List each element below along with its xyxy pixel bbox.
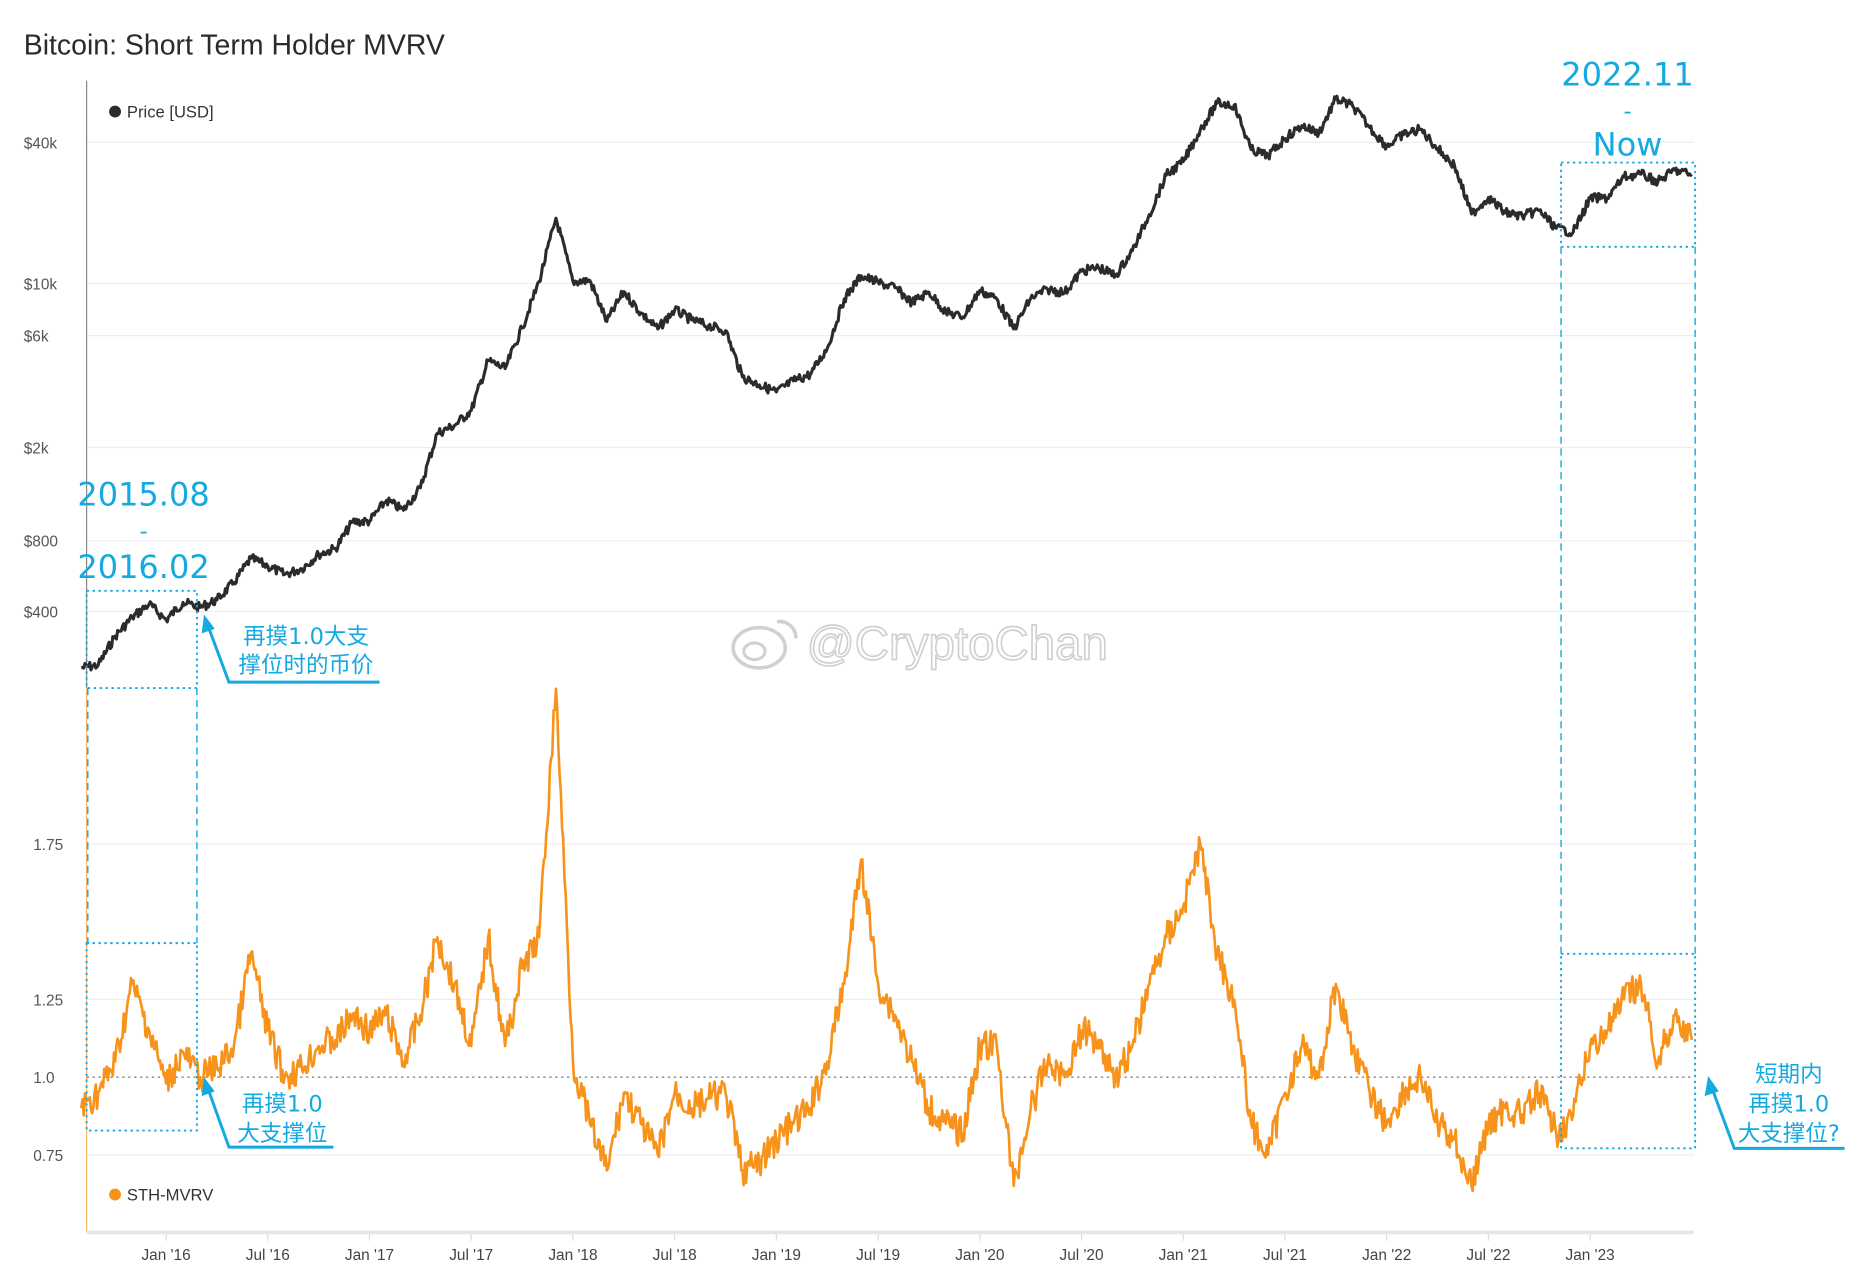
note-now-line1: 短期内 <box>1755 1062 1823 1088</box>
arrow-icon <box>205 621 380 684</box>
note-price: 再摸1.0大支 撑位时的币价 <box>201 614 380 684</box>
watermark-text: @CryptoChan <box>807 618 1108 671</box>
x-tick-label: Jul '22 <box>1466 1247 1510 1264</box>
sth-mvrv-series-line <box>79 687 1694 1193</box>
x-tick-label: Jan '20 <box>955 1247 1004 1264</box>
mvrv-y-tick-label: 1.75 <box>33 837 63 854</box>
period2-mvrv-box <box>1560 952 1697 1150</box>
x-tick-label: Jan '23 <box>1566 1247 1615 1264</box>
period1-dash: - <box>139 519 147 545</box>
note-support: 再摸1.0 大支撑位 <box>201 1077 334 1149</box>
mvrv-y-tick-label: 1.0 <box>33 1070 54 1087</box>
period2-end: Now <box>1593 125 1663 163</box>
period1-start: 2015.08 <box>77 475 209 513</box>
x-tick-label: Jul '19 <box>856 1247 900 1264</box>
x-tick-label: Jul '17 <box>449 1247 493 1264</box>
x-ticks: Jan '16 Jul '16 Jan '17 Jul '17 Jan '18 Jul '… <box>141 1233 1615 1264</box>
x-tick-label: Jan '19 <box>752 1247 801 1264</box>
period2-dash: - <box>1623 99 1631 125</box>
period1-end: 2016.02 <box>77 548 209 586</box>
mvrv-y-tick-label: 0.75 <box>33 1148 63 1165</box>
chart-title: Bitcoin: Short Term Holder MVRV <box>24 30 445 62</box>
watermark: @CryptoChan <box>731 617 1109 671</box>
mvrv-y-ticks: 1.75 1.25 1.0 0.75 <box>33 837 63 1165</box>
price-series-line <box>80 94 1693 672</box>
note-price-line1: 再摸1.0大支 <box>243 624 369 650</box>
price-y-tick-label: $6k <box>24 329 49 346</box>
x-tick-label: Jul '16 <box>246 1247 290 1264</box>
arrowhead-icon <box>201 614 215 634</box>
period2-price-box <box>1560 161 1697 248</box>
price-points <box>81 99 1692 668</box>
x-tick-label: Jul '18 <box>653 1247 697 1264</box>
x-tick-label: Jul '21 <box>1263 1247 1307 1264</box>
note-now-line3: 大支撑位? <box>1738 1121 1840 1147</box>
legend-mvrv-label: STH-MVRV <box>127 1186 213 1205</box>
x-tick-label: Jan '18 <box>548 1247 597 1264</box>
price-y-tick-label: $10k <box>24 277 58 294</box>
legend-price-label: Price [USD] <box>127 103 214 122</box>
arrow-icon <box>205 1083 334 1149</box>
period1-mvrv-box <box>85 942 198 1132</box>
weibo-logo-icon <box>731 619 798 670</box>
note-now-line2: 再摸1.0 <box>1748 1092 1829 1118</box>
legend-mvrv[interactable]: STH-MVRV <box>109 1186 213 1205</box>
gridlines <box>86 141 1694 1156</box>
arrow-icon <box>1709 1083 1845 1150</box>
note-price-line2: 撑位时的币价 <box>238 653 373 679</box>
legend-price-dot <box>109 105 121 118</box>
price-y-tick-label: $2k <box>24 440 49 457</box>
price-y-ticks: $40k $10k $6k $2k $800 $400 <box>24 135 58 621</box>
x-tick-label: Jan '22 <box>1362 1247 1411 1264</box>
x-tick-label: Jan '17 <box>345 1247 394 1264</box>
mvrv-y-tick-label: 1.25 <box>33 992 63 1009</box>
mvrv-points <box>81 689 1692 1187</box>
annotation-period1: 2015.08 - 2016.02 <box>77 475 210 1132</box>
period2-start: 2022.11 <box>1561 55 1693 93</box>
price-y-tick-label: $800 <box>24 534 58 551</box>
x-tick-label: Jul '20 <box>1060 1247 1104 1264</box>
price-y-tick-label: $40k <box>24 135 58 152</box>
x-tick-label: Jan '21 <box>1159 1247 1208 1264</box>
annotation-period2: 2022.11 - Now <box>1560 55 1697 1150</box>
period1-price-box <box>85 589 198 690</box>
x-tick-label: Jan '16 <box>141 1247 190 1264</box>
arrowhead-icon <box>201 1077 215 1097</box>
legend-price[interactable]: Price [USD] <box>109 103 214 122</box>
note-support-line2: 大支撑位 <box>237 1121 327 1147</box>
note-support-line1: 再摸1.0 <box>242 1092 323 1118</box>
legend-mvrv-dot <box>109 1188 121 1201</box>
arrowhead-icon <box>1704 1075 1719 1097</box>
price-y-tick-label: $400 <box>24 604 58 621</box>
note-now: 短期内 再摸1.0 大支撑位? <box>1704 1062 1845 1150</box>
